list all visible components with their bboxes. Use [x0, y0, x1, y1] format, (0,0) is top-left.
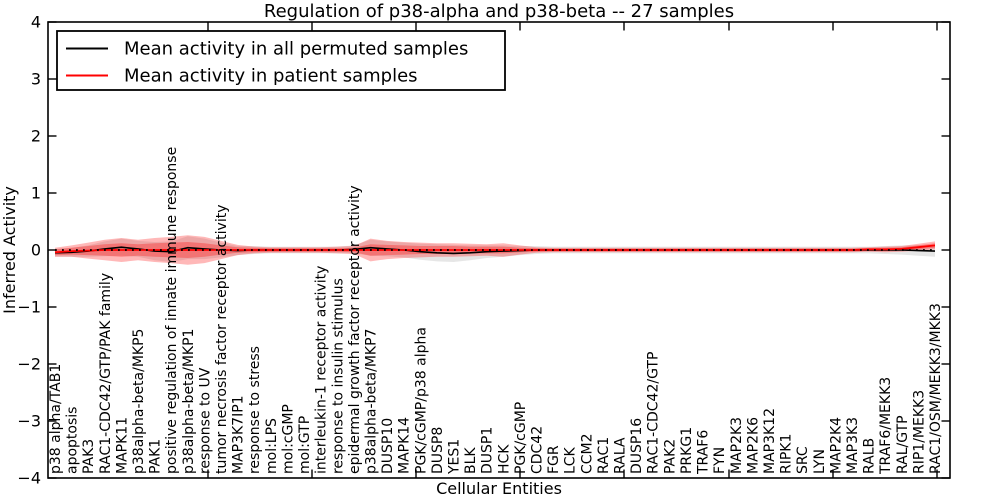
y-tick-label: 4	[31, 13, 41, 32]
y-tick-label: 0	[31, 241, 41, 260]
x-tick-label: FGR	[546, 445, 562, 474]
x-tick-label: YES1	[446, 439, 462, 475]
x-tick-label: positive regulation of innate immune res…	[164, 147, 180, 474]
x-tick-label: mol:GTP	[297, 416, 313, 474]
x-tick-label: RAC1	[596, 437, 612, 474]
x-tick-label: TRAF6/MEKK3	[878, 377, 894, 475]
x-tick-label: epidermal growth factor receptor activit…	[347, 185, 363, 474]
x-tick-label: RAC1-CDC42/GTP	[646, 352, 662, 474]
x-tick-label: response to stress	[247, 346, 263, 474]
x-tick-label: response to insulin stimulus	[330, 278, 346, 474]
y-tick-label: −4	[17, 469, 41, 488]
x-tick-label: interleukin-1 receptor activity	[314, 266, 330, 474]
x-tick-label: FYN	[712, 447, 728, 474]
x-tick-label: p38alpha-beta/MKP1	[181, 329, 197, 474]
x-tick-label: MAP2K4	[828, 417, 844, 474]
x-tick-label: CDC42	[530, 426, 546, 474]
x-tick-label: PAK2	[662, 439, 678, 474]
x-tick-label: RAL/GTP	[895, 415, 911, 474]
x-tick-label: HCK	[496, 444, 512, 474]
x-tick-label: PAK3	[81, 439, 97, 474]
x-tick-label: CCM2	[579, 433, 595, 474]
axis-ticks	[48, 21, 950, 479]
y-tick-labels: 4 3 2 1 0 −1 −2 −3 −4	[17, 13, 41, 488]
x-tick-label: SRC	[795, 446, 811, 474]
y-tick-label: −3	[17, 412, 41, 431]
x-tick-label: p38alpha-beta/MKP7	[363, 329, 379, 474]
x-tick-label: DUSP16	[629, 418, 645, 474]
x-tick-label: RAC1-CDC42/GTP/PAK family	[98, 273, 114, 474]
x-tick-label: MAP2K3	[729, 417, 745, 474]
x-tick-label: MAP2K6	[745, 417, 761, 474]
x-tick-label: apoptosis	[65, 407, 81, 474]
legend-label-permuted: Mean activity in all permuted samples	[124, 39, 468, 60]
x-tick-label: RIPK1	[779, 434, 795, 474]
y-tick-label: 3	[31, 70, 41, 89]
x-tick-label: PGK/cGMP	[513, 402, 529, 474]
x-tick-label: DUSP10	[380, 418, 396, 474]
data-lines	[54, 244, 936, 255]
x-tick-label: RIP1/MEKK3	[911, 390, 927, 474]
x-tick-label: LCK	[563, 446, 579, 474]
x-tick-label: MAPK11	[114, 417, 130, 474]
x-tick-label: PGK/cGMP/p38 alpha	[413, 327, 429, 474]
x-tick-label: DUSP1	[480, 427, 496, 474]
x-tick-labels: p38 alpha/TAB1 apoptosis PAK3 RAC1-CDC42/GT…	[48, 147, 944, 475]
x-tick-label: MAP3K7IP1	[231, 395, 247, 474]
y-tick-label: 1	[31, 184, 41, 203]
x-tick-label: BLK	[463, 447, 479, 474]
x-tick-label: p38 alpha/TAB1	[48, 364, 64, 474]
legend: Mean activity in all permuted samples Me…	[56, 30, 506, 91]
x-tick-label: DUSP8	[430, 427, 446, 474]
x-axis-label: Cellular Entities	[436, 479, 562, 498]
x-tick-label: p38alpha-beta/MKP5	[131, 329, 147, 474]
y-axis-label: Inferred Activity	[0, 186, 19, 314]
y-tick-label: −1	[17, 298, 41, 317]
x-tick-label: RALB	[862, 438, 878, 474]
x-tick-label: RAC1/OSM/MEKK3/MKK3	[928, 303, 944, 474]
x-tick-label: mol:LPS	[264, 418, 280, 474]
x-tick-label: MAP3K12	[762, 408, 778, 474]
legend-box	[56, 30, 506, 91]
x-tick-label: RALA	[613, 437, 629, 474]
x-tick-label: PAK1	[148, 439, 164, 474]
x-tick-label: LYN	[812, 449, 828, 474]
y-tick-label: −2	[17, 355, 41, 374]
y-tick-label: 2	[31, 127, 41, 146]
x-tick-label: response to UV	[197, 367, 213, 474]
x-tick-label: MAPK14	[397, 417, 413, 474]
x-tick-label: TRAF6	[696, 430, 712, 475]
x-tick-label: PRKG1	[679, 427, 695, 474]
x-tick-label: MAP3K3	[845, 417, 861, 474]
chart-title: Regulation of p38-alpha and p38-beta -- …	[264, 1, 734, 22]
x-tick-label: tumor necrosis factor receptor activity	[214, 205, 230, 475]
legend-label-patient: Mean activity in patient samples	[124, 66, 418, 87]
series-line-1	[54, 244, 936, 254]
x-tick-label: mol:cGMP	[280, 404, 296, 474]
